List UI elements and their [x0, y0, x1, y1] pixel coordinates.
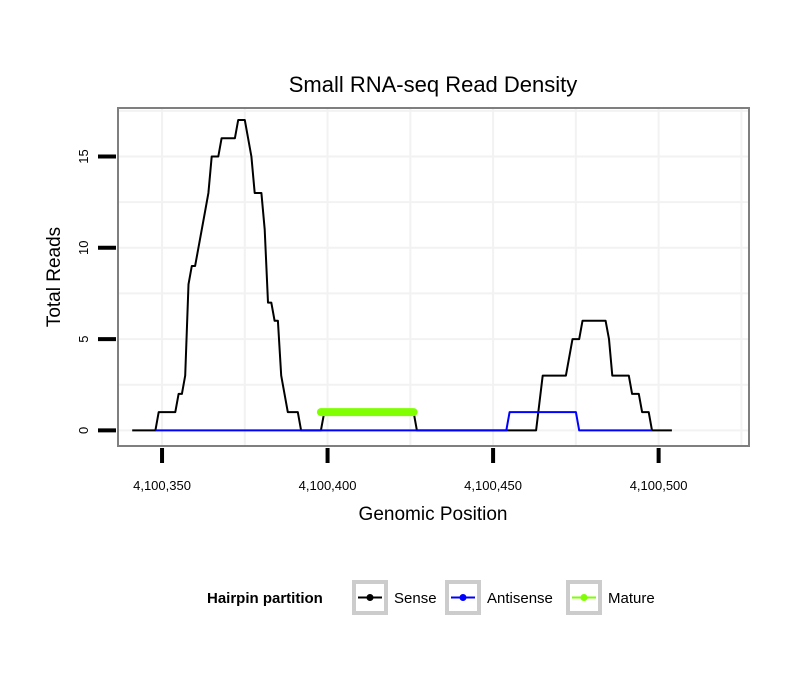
series-line-sense [132, 119, 672, 432]
grid [119, 109, 748, 445]
legend-item-sense: Sense [352, 580, 437, 615]
x-tick-label: 4,100,450 [464, 478, 522, 493]
series-line-antisense [155, 411, 652, 432]
y-tick-label: 5 [76, 335, 91, 342]
x-tick-label: 4,100,350 [133, 478, 191, 493]
x-axis-label: Genomic Position [359, 504, 508, 525]
legend-item-mature: Mature [566, 580, 655, 615]
x-tick-label: 4,100,500 [630, 478, 688, 493]
y-axis-label: Total Reads [44, 227, 65, 327]
legend-key-point [366, 594, 374, 601]
legend-label: Sense [394, 590, 437, 607]
legend-item-antisense: Antisense [445, 580, 553, 615]
y-tick-label: 10 [76, 241, 91, 255]
y-axis: 0 5 10 15 [76, 149, 116, 434]
x-axis: 4,100,350 4,100,400 4,100,450 4,100,500 [133, 448, 688, 493]
legend: Hairpin partition Sense Antisense Mature [207, 580, 655, 615]
legend-key-point [580, 594, 588, 601]
y-tick-label: 0 [76, 427, 91, 434]
series-layer [132, 119, 672, 432]
legend-title: Hairpin partition [207, 590, 323, 607]
legend-label: Antisense [487, 590, 553, 607]
chart-title: Small RNA-seq Read Density [289, 72, 578, 97]
legend-key-point [459, 594, 467, 601]
plot-panel [117, 107, 750, 447]
x-tick-label: 4,100,400 [299, 478, 357, 493]
y-tick-label: 15 [76, 149, 91, 163]
legend-label: Mature [608, 590, 655, 607]
